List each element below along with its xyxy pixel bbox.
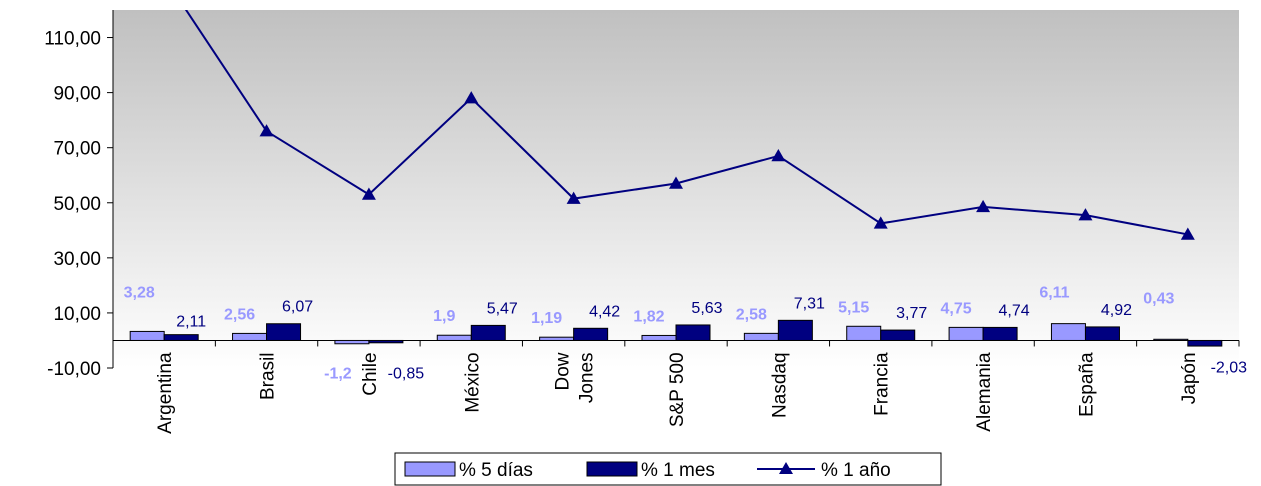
- bar-5dias: [539, 336, 575, 341]
- bar-1mes: [982, 326, 1018, 341]
- category-label: España: [1076, 352, 1097, 417]
- data-label-5dias: 1,19: [531, 310, 562, 327]
- bar-1mes: [163, 334, 199, 341]
- bar-1mes: [266, 323, 302, 341]
- legend-label-5dias: % 5 días: [459, 460, 533, 481]
- data-label-5dias: 0,43: [1143, 290, 1174, 307]
- bar-5dias: [948, 326, 984, 341]
- bar-5dias: [846, 325, 882, 341]
- bar-1mes: [573, 327, 609, 341]
- category-label: Chile: [360, 352, 381, 395]
- bar-1mes: [777, 319, 813, 341]
- category-label: Francia: [872, 352, 893, 416]
- legend: % 5 días % 1 mes % 1 año: [394, 452, 942, 486]
- marker-1ano: [771, 148, 786, 162]
- category-label: Brasil: [258, 352, 279, 400]
- y-tick-label: -10,00: [47, 359, 101, 380]
- data-label-5dias: 6,11: [1039, 285, 1069, 302]
- data-label-5dias: 1,9: [433, 308, 455, 325]
- bar-5dias: [743, 332, 779, 341]
- bar-1mes: [1187, 339, 1223, 347]
- legend-swatch-1mes: [586, 461, 638, 477]
- legend-label-1ano: % 1 año: [821, 460, 891, 481]
- bar-5dias: [129, 330, 165, 341]
- data-label-1mes: 6,07: [282, 299, 313, 316]
- bar-5dias: [436, 334, 472, 341]
- data-label-1mes: 4,42: [589, 303, 620, 320]
- data-label-5dias: 4,75: [941, 300, 972, 317]
- category-label: Jones: [577, 352, 598, 403]
- category-label: Alemania: [974, 352, 995, 432]
- y-tick-label: 110,00: [44, 29, 101, 50]
- y-tick-label: 30,00: [53, 249, 101, 270]
- bar-5dias: [1153, 338, 1189, 341]
- data-label-1mes: -0,85: [388, 365, 425, 382]
- legend-marker-1ano: [779, 462, 793, 474]
- data-label-1mes: 5,47: [487, 300, 518, 317]
- data-label-1mes: 2,11: [176, 314, 206, 331]
- bar-5dias: [334, 339, 370, 345]
- category-label: México: [462, 352, 483, 412]
- plot-area: [113, 10, 1239, 368]
- category-label: Dow: [553, 352, 574, 390]
- marker-1ano: [669, 176, 683, 189]
- data-label-1mes: -2,03: [1211, 359, 1248, 376]
- category-label: S&P 500: [667, 352, 688, 427]
- marker-1ano: [1078, 208, 1093, 221]
- bar-5dias: [1050, 323, 1086, 341]
- y-tick-label: 10,00: [53, 304, 101, 325]
- data-label-5dias: 5,15: [838, 299, 869, 316]
- data-label-5dias: 2,58: [736, 306, 767, 323]
- marker-1ano: [259, 124, 274, 137]
- marker-1ano: [1180, 227, 1195, 240]
- legend-box: [394, 452, 942, 486]
- data-label-5dias: 3,28: [124, 284, 155, 301]
- bar-5dias: [641, 334, 677, 341]
- data-label-5dias: 1,82: [633, 308, 664, 325]
- marker-1ano: [361, 187, 376, 200]
- data-label-1mes: 3,77: [896, 305, 927, 322]
- y-tick-label: 70,00: [53, 139, 101, 160]
- bar-1mes: [880, 329, 916, 341]
- y-tick-label: 50,00: [53, 194, 101, 215]
- marker-1ano: [976, 199, 991, 213]
- legend-swatch-5dias: [404, 461, 456, 477]
- category-label: Japón: [1179, 352, 1200, 404]
- category-label: Nasdaq: [769, 352, 790, 418]
- data-label-1mes: 4,74: [999, 302, 1030, 319]
- data-label-5dias: -1,2: [324, 365, 352, 382]
- data-label-1mes: 5,63: [691, 300, 722, 317]
- legend-label-1mes: % 1 mes: [641, 460, 715, 481]
- category-label: Argentina: [155, 352, 176, 434]
- bar-1mes: [1084, 326, 1120, 341]
- marker-1ano: [566, 191, 581, 204]
- data-label-1mes: 4,92: [1101, 302, 1132, 319]
- bar-5dias: [232, 332, 268, 341]
- marker-1ano: [464, 91, 479, 104]
- bar-1mes: [470, 324, 506, 341]
- data-label-1mes: 7,31: [794, 295, 825, 312]
- data-label-5dias: 2,56: [224, 306, 255, 323]
- marker-1ano: [873, 216, 888, 229]
- y-tick-label: 90,00: [53, 84, 101, 105]
- bar-1mes: [675, 324, 711, 341]
- bar-1mes: [368, 339, 404, 344]
